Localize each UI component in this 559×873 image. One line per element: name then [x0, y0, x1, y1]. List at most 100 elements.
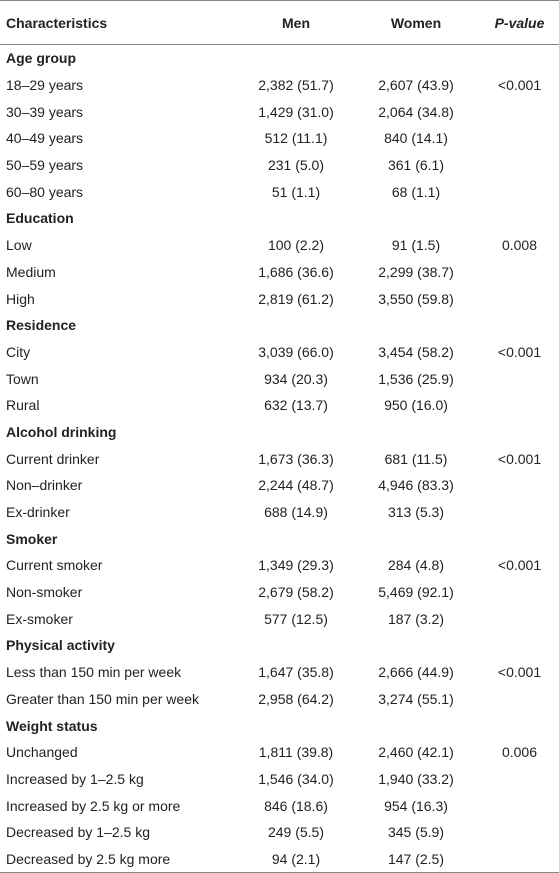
data-row: Less than 150 min per week 1,647 (35.8) 2,… — [0, 659, 559, 686]
women-cell: 187 (3.2) — [387, 610, 445, 627]
men-cell: 577 (12.5) — [264, 610, 328, 627]
row-label: Unchanged — [6, 744, 78, 761]
women-cell: 3,550 (59.8) — [378, 290, 454, 307]
data-row: Ex-smoker 577 (12.5) 187 (3.2) — [0, 605, 559, 632]
data-row: Rural 632 (13.7) 950 (16.0) — [0, 392, 559, 419]
row-label: 30–39 years — [6, 103, 84, 120]
p-value: <0.001 — [497, 664, 542, 681]
men-cell: 1,546 (34.0) — [258, 770, 334, 787]
men-cell: 94 (2.1) — [240, 845, 352, 873]
section-row: Physical activity — [0, 632, 559, 659]
row-label: Increased by 1–2.5 kg — [6, 770, 144, 787]
men-cell: 3,039 (66.0) — [258, 343, 334, 360]
empty-cell — [480, 365, 559, 392]
row-label: 60–80 years — [6, 183, 84, 200]
empty-cell — [480, 766, 559, 793]
row-label: 50–59 years — [6, 157, 84, 174]
row-label: Non–drinker — [6, 477, 83, 494]
data-row: 18–29 years 2,382 (51.7) 2,607 (43.9) <0.00… — [0, 72, 559, 99]
empty-cell — [480, 579, 559, 606]
women-cell: 954 (16.3) — [384, 797, 448, 814]
women-cell: 284 (4.8) — [387, 557, 445, 574]
row-label: Increased by 2.5 kg or more — [6, 797, 181, 814]
data-row: 50–59 years 231 (5.0) 361 (6.1) — [0, 152, 559, 179]
empty-cell — [480, 819, 559, 846]
data-row: Non–drinker 2,244 (48.7) 4,946 (83.3) — [0, 472, 559, 499]
section-row: Residence — [0, 312, 559, 339]
women-cell: 3,274 (55.1) — [378, 690, 454, 707]
data-row: Decreased by 1–2.5 kg 249 (5.5) 345 (5.9) — [0, 819, 559, 846]
empty-cell — [480, 98, 559, 125]
header-cell: Characteristics — [0, 0, 240, 45]
empty-cell — [480, 285, 559, 312]
women-cell: 3,454 (58.2) — [378, 343, 454, 360]
men-cell: 2,382 (51.7) — [258, 77, 334, 94]
row-label: Current drinker — [6, 450, 100, 467]
women-cell: 2,666 (44.9) — [378, 664, 454, 681]
data-row: Town 934 (20.3) 1,536 (25.9) — [0, 365, 559, 392]
men-cell: 2,819 (61.2) — [258, 290, 334, 307]
row-label: Non-smoker — [6, 584, 83, 601]
women-cell: 147 (2.5) — [352, 845, 480, 873]
men-cell: 231 (5.0) — [267, 157, 325, 174]
men-cell: 1,686 (36.6) — [258, 263, 334, 280]
row-label: Town — [6, 370, 39, 387]
women-cell: 840 (14.1) — [384, 130, 448, 147]
header-cell: P-value — [480, 0, 559, 45]
data-row: Ex-drinker 688 (14.9) 313 (5.3) — [0, 499, 559, 526]
men-cell: 2,958 (64.2) — [258, 690, 334, 707]
section-title: Age group — [6, 50, 76, 67]
women-cell: 1,940 (33.2) — [378, 770, 454, 787]
row-label: Decreased by 1–2.5 kg — [6, 824, 150, 841]
women-cell: 313 (5.3) — [387, 504, 445, 521]
data-row: Increased by 1–2.5 kg 1,546 (34.0) 1,940 (… — [0, 766, 559, 793]
section-row: Age group — [0, 45, 559, 72]
women-cell: 681 (11.5) — [384, 450, 448, 467]
data-row: 40–49 years 512 (11.1) 840 (14.1) — [0, 125, 559, 152]
empty-cell — [480, 472, 559, 499]
data-row: City 3,039 (66.0) 3,454 (58.2) <0.001 — [0, 339, 559, 366]
empty-cell — [480, 125, 559, 152]
section-row: Alcohol drinking — [0, 419, 559, 446]
p-value: <0.001 — [497, 557, 542, 574]
row-label: Rural — [6, 397, 40, 414]
men-cell: 51 (1.1) — [271, 183, 321, 200]
section-title: Weight status — [6, 717, 98, 734]
men-cell: 1,647 (35.8) — [258, 664, 334, 681]
men-cell: 934 (20.3) — [264, 370, 328, 387]
p-value: <0.001 — [497, 450, 542, 467]
row-label: Less than 150 min per week — [6, 664, 182, 681]
women-cell: 4,946 (83.3) — [378, 477, 454, 494]
data-row: 60–80 years 51 (1.1) 68 (1.1) — [0, 178, 559, 205]
data-row: Greater than 150 min per week 2,958 (64.2… — [0, 686, 559, 713]
row-label: High — [6, 290, 35, 307]
section-title: Residence — [6, 317, 77, 334]
table-header: Characteristics Men Women P-value — [0, 0, 559, 45]
men-cell: 846 (18.6) — [264, 797, 328, 814]
row-label: Low — [6, 237, 32, 254]
row-label: City — [6, 343, 31, 360]
women-cell: 2,299 (38.7) — [378, 263, 454, 280]
row-label: Decreased by 2.5 kg more — [0, 845, 240, 873]
empty-cell — [480, 178, 559, 205]
men-cell: 632 (13.7) — [264, 397, 328, 414]
p-value: <0.001 — [497, 343, 542, 360]
women-cell: 5,469 (92.1) — [378, 584, 454, 601]
data-row: 30–39 years 1,429 (31.0) 2,064 (34.8) — [0, 98, 559, 125]
men-cell: 1,811 (39.8) — [258, 744, 334, 761]
men-cell: 1,429 (31.0) — [258, 103, 334, 120]
section-row: Weight status — [0, 712, 559, 739]
row-label: 40–49 years — [6, 130, 84, 147]
data-row: Medium 1,686 (36.6) 2,299 (38.7) — [0, 259, 559, 286]
data-row: High 2,819 (61.2) 3,550 (59.8) — [0, 285, 559, 312]
women-cell: 91 (1.5) — [391, 237, 441, 254]
men-cell: 512 (11.1) — [264, 130, 328, 147]
data-row: Increased by 2.5 kg or more 846 (18.6) 954… — [0, 792, 559, 819]
women-cell: 2,460 (42.1) — [378, 744, 454, 761]
women-cell: 1,536 (25.9) — [378, 370, 454, 387]
women-cell: 2,064 (34.8) — [378, 103, 454, 120]
empty-cell — [480, 686, 559, 713]
row-label: Ex-drinker — [6, 504, 70, 521]
